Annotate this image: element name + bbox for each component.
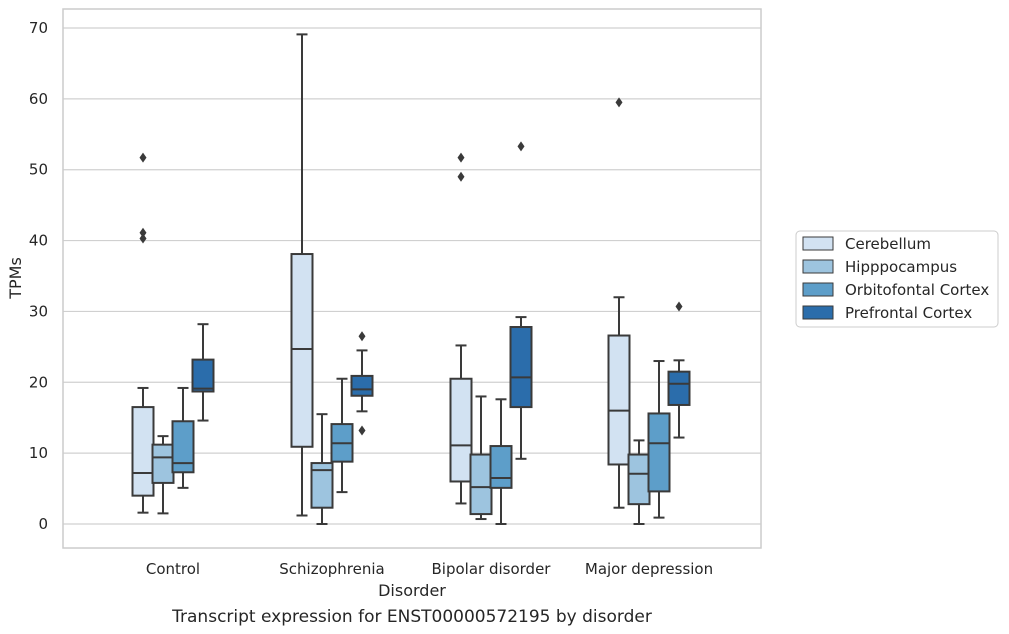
y-tick-label: 50 bbox=[29, 161, 48, 179]
legend-frame bbox=[795, 230, 999, 328]
x-tick-label: Bipolar disorder bbox=[432, 560, 552, 578]
box bbox=[171, 420, 195, 474]
legend-swatch bbox=[802, 259, 834, 274]
box bbox=[667, 370, 691, 406]
outlier-point bbox=[358, 425, 366, 436]
x-tick-label: Schizophrenia bbox=[279, 560, 384, 578]
outlier-point bbox=[139, 233, 147, 244]
legend: Cerebellum Hipppocampus Orbitofontal Corte… bbox=[795, 230, 999, 328]
series-group bbox=[191, 141, 691, 460]
box bbox=[310, 462, 334, 509]
outlier-point bbox=[457, 152, 465, 163]
x-tick-label: Control bbox=[146, 560, 200, 578]
outlier-point bbox=[675, 301, 683, 312]
box bbox=[449, 377, 473, 483]
box bbox=[607, 334, 631, 466]
box bbox=[627, 453, 651, 506]
outlier-point bbox=[139, 152, 147, 163]
series-group bbox=[171, 360, 671, 525]
legend-swatch bbox=[802, 236, 834, 251]
legend-label: Hipppocampus bbox=[845, 258, 957, 276]
y-tick-label: 10 bbox=[29, 444, 48, 462]
box bbox=[469, 453, 493, 516]
box bbox=[151, 443, 175, 484]
y-tick-label: 0 bbox=[38, 515, 48, 533]
box bbox=[131, 406, 155, 497]
box bbox=[191, 358, 215, 393]
box bbox=[509, 326, 533, 409]
y-tick-label: 70 bbox=[29, 19, 48, 37]
outlier-point bbox=[457, 171, 465, 182]
legend-label: Orbitofontal Cortex bbox=[845, 281, 989, 299]
legend-swatch bbox=[802, 305, 834, 320]
box bbox=[350, 374, 374, 397]
x-tick-label: Major depression bbox=[585, 560, 713, 578]
chart-caption: Transcript expression for ENST0000057219… bbox=[171, 607, 652, 627]
x-axis-title: Disorder bbox=[378, 581, 446, 600]
series-group bbox=[131, 33, 631, 517]
y-tick-label: 30 bbox=[29, 302, 48, 320]
outlier-point bbox=[615, 97, 623, 108]
y-tick-label: 60 bbox=[29, 90, 48, 108]
box bbox=[290, 253, 314, 448]
plot-area-frame bbox=[62, 8, 762, 549]
outlier-point bbox=[517, 141, 525, 152]
legend-label: Cerebellum bbox=[845, 235, 931, 253]
legend-label: Prefrontal Cortex bbox=[845, 304, 972, 322]
box-series bbox=[131, 33, 691, 525]
series-group bbox=[151, 395, 651, 525]
y-axis-title: TPMs bbox=[6, 257, 25, 300]
legend-swatch bbox=[802, 282, 834, 297]
y-tick-labels: 0 10 20 30 40 50 60 70 bbox=[29, 19, 48, 533]
box bbox=[647, 412, 671, 493]
box bbox=[489, 445, 513, 489]
outlier-point bbox=[139, 227, 147, 238]
y-tick-label: 40 bbox=[29, 232, 48, 250]
x-tick-labels: Control Schizophrenia Bipolar disorder Majo… bbox=[146, 560, 713, 578]
outlier-point bbox=[358, 331, 366, 342]
y-tick-label: 20 bbox=[29, 373, 48, 391]
